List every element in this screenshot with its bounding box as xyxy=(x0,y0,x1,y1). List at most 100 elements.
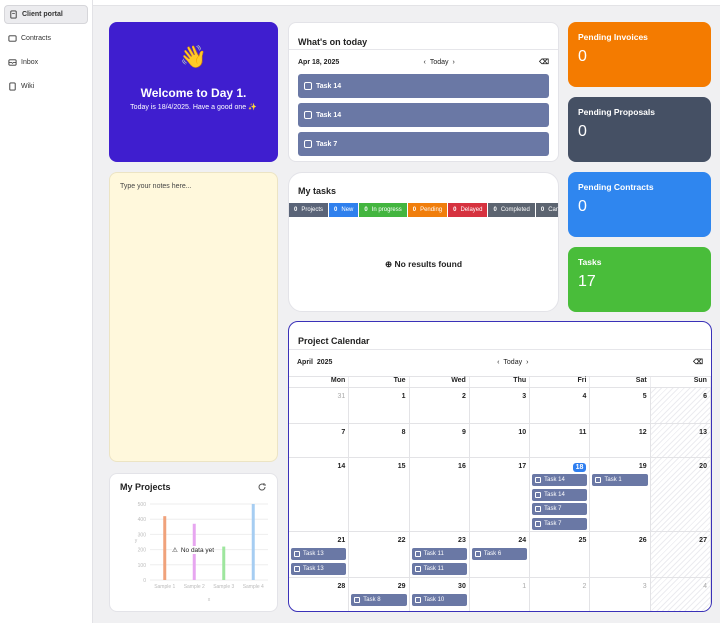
next-day-icon[interactable]: › xyxy=(452,58,455,66)
tab-completed[interactable]: 0 Completed xyxy=(488,203,536,217)
calendar-day[interactable]: 26 xyxy=(590,532,651,577)
calendar-day[interactable]: 5 xyxy=(590,388,651,423)
task-checkbox[interactable] xyxy=(304,111,312,119)
calendar-day[interactable]: 12 xyxy=(590,424,651,457)
calendar-day[interactable]: 29 Task 8 xyxy=(349,578,410,611)
calendar-event[interactable]: Task 7 xyxy=(532,517,588,530)
projects-chart: 0 100 200 300 400 500 Sample 1 Sample 2 Sample 3… xyxy=(135,502,268,603)
tab-delayed[interactable]: 0 Delayed xyxy=(448,203,489,217)
calendar-event[interactable]: Task 7 xyxy=(532,503,588,515)
prev-day-icon[interactable]: ‹ xyxy=(423,58,426,66)
calendar-day[interactable]: 9 xyxy=(410,424,470,457)
my-projects-title: My Projects xyxy=(120,482,171,492)
calendar-event[interactable]: Task 11 xyxy=(411,562,467,575)
calendar-day[interactable]: 13 xyxy=(650,424,711,457)
calendar-day[interactable]: 17 xyxy=(470,458,531,531)
task-checkbox[interactable] xyxy=(304,82,312,90)
calendar-event[interactable]: Task 13 xyxy=(291,548,347,560)
stat-card-pending-contracts[interactable]: Pending Contracts 0 xyxy=(568,172,711,237)
stat-value: 0 xyxy=(578,48,587,65)
task-checkbox[interactable] xyxy=(304,140,312,148)
calendar-day[interactable]: 30 Task 10 xyxy=(410,578,470,611)
today-task[interactable]: Task 7 xyxy=(298,132,549,156)
calendar-day[interactable]: 8 xyxy=(349,424,410,457)
calendar-event[interactable]: Task 14 xyxy=(532,488,588,501)
day-number: 10 xyxy=(518,429,527,436)
event-checkbox[interactable] xyxy=(414,597,421,603)
calendar-day[interactable]: 7 xyxy=(289,424,350,457)
tab-projects[interactable]: 0 Projects xyxy=(289,203,330,217)
event-checkbox[interactable] xyxy=(474,551,481,557)
x-tick-label: Sample 4 xyxy=(243,584,264,590)
calendar-day[interactable]: 4 xyxy=(530,388,591,423)
calendar-day[interactable]: 25 xyxy=(530,532,591,577)
tab-pending[interactable]: 0 Pending xyxy=(407,203,449,217)
prev-month-icon[interactable]: ‹ xyxy=(497,358,500,366)
event-checkbox[interactable] xyxy=(354,597,361,603)
sidebar-item-client-portal[interactable]: Client portal xyxy=(4,5,88,24)
event-checkbox[interactable] xyxy=(414,565,421,572)
broom-icon[interactable]: ⌫ xyxy=(539,59,549,66)
calendar-day[interactable]: 1 xyxy=(349,388,410,423)
x-tick-label: Sample 3 xyxy=(213,584,234,590)
calendar-event[interactable]: Task 13 xyxy=(291,562,347,575)
tab-canceled[interactable]: 0Canceled xyxy=(535,203,558,217)
calendar-day[interactable]: 6 xyxy=(650,388,711,423)
event-checkbox[interactable] xyxy=(595,477,602,483)
tab-in-progress[interactable]: 0 In progress xyxy=(359,203,408,217)
today-task[interactable]: Task 14 xyxy=(298,74,549,98)
event-checkbox[interactable] xyxy=(294,551,300,557)
tab-new[interactable]: 0 New xyxy=(329,203,360,217)
calendar-day[interactable]: 2 xyxy=(530,578,591,611)
stat-card-pending-proposals[interactable]: Pending Proposals 0 xyxy=(568,97,711,162)
calendar-day[interactable]: 28 xyxy=(289,578,350,611)
calendar-day[interactable]: 16 xyxy=(410,458,470,531)
today-task[interactable]: Task 14 xyxy=(298,103,549,127)
calendar-day[interactable]: 14 xyxy=(289,458,350,531)
broom-icon[interactable]: ⌫ xyxy=(693,359,703,366)
calendar-day[interactable]: 2 xyxy=(410,388,470,423)
event-checkbox[interactable] xyxy=(535,506,542,512)
calendar-day[interactable]: 20 xyxy=(650,458,711,531)
calendar-event[interactable]: Task 14 xyxy=(532,474,588,486)
calendar-year: 2025 xyxy=(316,358,333,366)
calendar-event[interactable]: Task 6 xyxy=(471,548,528,560)
inbox-icon xyxy=(8,59,17,66)
calendar-day[interactable]: 15 xyxy=(349,458,410,531)
my-projects-card: My Projects 0 100 200 300 400 500 Sample 1 Samp… xyxy=(109,473,278,612)
calendar-day[interactable]: 11 xyxy=(530,424,591,457)
calendar-event[interactable]: Task 10 xyxy=(411,594,467,606)
calendar-today-button[interactable]: Today xyxy=(503,358,523,366)
sidebar-item-wiki[interactable]: Wiki xyxy=(4,77,88,96)
calendar-day[interactable]: 31 xyxy=(289,388,350,423)
calendar-event[interactable]: Task 11 xyxy=(411,548,467,560)
calendar-day[interactable]: 19 Task 1 xyxy=(590,458,651,531)
stat-card-tasks[interactable]: Tasks 17 xyxy=(568,247,711,312)
calendar-day[interactable]: 10 xyxy=(470,424,531,457)
event-checkbox[interactable] xyxy=(294,565,300,572)
event-checkbox[interactable] xyxy=(414,551,421,557)
stat-card-pending-invoices[interactable]: Pending Invoices 0 xyxy=(568,22,711,87)
calendar-week: 7 8 9 10 11 12 13 xyxy=(289,424,711,458)
refresh-icon[interactable] xyxy=(257,482,267,492)
next-month-icon[interactable]: › xyxy=(526,358,529,366)
calendar-day[interactable]: 22 xyxy=(349,532,410,577)
calendar-day[interactable]: 24 Task 6 xyxy=(470,532,531,577)
calendar-day[interactable]: 1 xyxy=(470,578,531,611)
sidebar-item-contracts[interactable]: Contracts xyxy=(4,29,88,48)
calendar-day[interactable]: 27 xyxy=(650,532,711,577)
calendar-event[interactable]: Task 8 xyxy=(351,594,407,606)
event-checkbox[interactable] xyxy=(535,491,542,498)
calendar-day[interactable]: 21 Task 13 Task 13 xyxy=(289,532,350,577)
calendar-event[interactable]: Task 1 xyxy=(592,474,648,486)
today-button[interactable]: Today xyxy=(429,58,449,66)
calendar-day[interactable]: 3 xyxy=(470,388,531,423)
calendar-day[interactable]: 23 Task 11 Task 11 xyxy=(410,532,470,577)
sidebar-item-inbox[interactable]: Inbox xyxy=(4,53,88,72)
event-checkbox[interactable] xyxy=(535,477,542,483)
notes-editor[interactable]: Type your notes here... xyxy=(109,172,278,462)
calendar-day[interactable]: 4 xyxy=(650,578,711,611)
event-checkbox[interactable] xyxy=(535,520,542,527)
calendar-day[interactable]: 18 Task 14 Task 14 Task 7 Task 7 xyxy=(530,458,591,531)
calendar-day[interactable]: 3 xyxy=(590,578,651,611)
